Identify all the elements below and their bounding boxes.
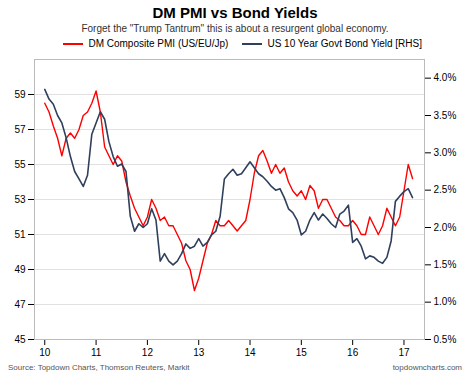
html-text:topdowncharts.com: topdowncharts.com — [392, 363, 462, 372]
svg-text:51: 51 — [14, 229, 26, 240]
html-text:DM PMI vs Bond Yields: DM PMI vs Bond Yields — [152, 4, 318, 21]
html-text:Forget the "Trump Tantrum" thi: Forget the "Trump Tantrum" this is about… — [81, 23, 389, 34]
svg-text:12: 12 — [142, 347, 154, 358]
svg-text:47: 47 — [14, 299, 26, 310]
svg-text:53: 53 — [14, 194, 26, 205]
svg-text:57: 57 — [14, 124, 26, 135]
svg-text:55: 55 — [14, 159, 26, 170]
svg-text:0.5%: 0.5% — [434, 334, 457, 345]
svg-text:59: 59 — [14, 89, 26, 100]
svg-text:15: 15 — [296, 347, 308, 358]
svg-text:49: 49 — [14, 264, 26, 275]
svg-text:10: 10 — [39, 347, 51, 358]
svg-text:2.0%: 2.0% — [434, 222, 457, 233]
svg-text:14: 14 — [244, 347, 256, 358]
svg-text:1.0%: 1.0% — [434, 296, 457, 307]
svg-text:13: 13 — [193, 347, 205, 358]
svg-text:2.5%: 2.5% — [434, 184, 457, 195]
svg-text:11: 11 — [91, 347, 102, 358]
html-text:Source: Topdown Charts, Thomso: Source: Topdown Charts, Thomson Reuters,… — [8, 363, 190, 372]
svg-text:4.0%: 4.0% — [434, 72, 457, 83]
svg-text:17: 17 — [398, 347, 410, 358]
html-text:DM Composite PMI (US/EU/Jp): DM Composite PMI (US/EU/Jp) — [88, 38, 229, 49]
svg-text:45: 45 — [14, 334, 26, 345]
svg-text:1.5%: 1.5% — [434, 259, 457, 270]
svg-text:3.0%: 3.0% — [434, 147, 457, 158]
svg-text:16: 16 — [347, 347, 359, 358]
svg-text:3.5%: 3.5% — [434, 110, 457, 121]
html-text:US 10 Year Govt Bond Yield [RH: US 10 Year Govt Bond Yield [RHS] — [267, 38, 422, 49]
